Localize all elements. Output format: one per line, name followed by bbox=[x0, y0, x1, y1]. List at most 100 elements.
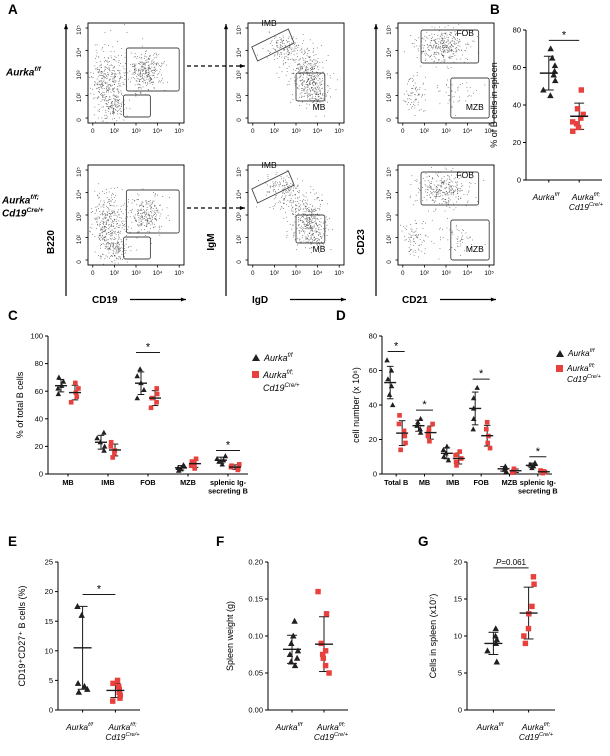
svg-text:10³: 10³ bbox=[76, 70, 83, 79]
svg-text:10⁴: 10⁴ bbox=[463, 128, 473, 135]
svg-text:60: 60 bbox=[513, 63, 521, 72]
svg-text:FOB: FOB bbox=[456, 170, 474, 180]
svg-text:10⁵: 10⁵ bbox=[174, 270, 184, 277]
svg-text:80: 80 bbox=[369, 332, 377, 341]
panel-d-legend: Aurkaf/f Aurkaf/f; Cd19Cre/+ bbox=[556, 348, 601, 389]
svg-text:60: 60 bbox=[35, 387, 43, 396]
svg-text:IgM: IgM bbox=[206, 233, 217, 250]
svg-text:IMB: IMB bbox=[101, 478, 114, 487]
svg-text:5: 5 bbox=[458, 669, 462, 678]
scatter-b-cells-in-spleen: 0 20 40 60 80 % of B cells in spleen * bbox=[489, 26, 602, 185]
svg-text:10⁴: 10⁴ bbox=[463, 270, 473, 277]
svg-text:secreting B: secreting B bbox=[208, 487, 248, 496]
svg-text:0: 0 bbox=[76, 260, 83, 264]
svg-text:25: 25 bbox=[45, 558, 53, 567]
svg-text:10⁵: 10⁵ bbox=[334, 128, 344, 135]
svg-text:0.15: 0.15 bbox=[248, 595, 263, 604]
svg-text:20: 20 bbox=[35, 442, 43, 451]
svg-text:60: 60 bbox=[369, 366, 377, 375]
svg-text:10²: 10² bbox=[270, 270, 279, 277]
svg-text:20: 20 bbox=[513, 138, 521, 147]
svg-text:IMB: IMB bbox=[262, 18, 277, 28]
svg-text:P=0.061: P=0.061 bbox=[496, 558, 527, 567]
svg-text:*: * bbox=[146, 342, 151, 354]
svg-text:0: 0 bbox=[49, 706, 53, 715]
svg-text:*: * bbox=[536, 446, 541, 458]
svg-text:80: 80 bbox=[35, 359, 43, 368]
svg-text:15: 15 bbox=[45, 617, 53, 626]
svg-text:0: 0 bbox=[386, 260, 393, 264]
svg-text:10²: 10² bbox=[236, 93, 243, 102]
svg-text:*: * bbox=[422, 399, 427, 411]
svg-text:*: * bbox=[97, 584, 102, 596]
flow-plot-b220-cd19-control: 0 0 10² 10² 10³ 10³ 10⁴ 10⁴ 10⁵ 10⁵ bbox=[76, 22, 185, 135]
svg-text:0: 0 bbox=[236, 118, 243, 122]
svg-text:MZB: MZB bbox=[466, 244, 484, 254]
svg-text:0: 0 bbox=[76, 118, 83, 122]
svg-text:10⁴: 10⁴ bbox=[76, 189, 83, 199]
svg-text:10³: 10³ bbox=[291, 270, 300, 277]
panel-e-group-labels: Aurkaf/f Aurkaf/f; Cd19Cre/+ bbox=[66, 722, 140, 743]
svg-text:10²: 10² bbox=[270, 128, 279, 135]
panel-a-row2-genotype-label: Aurkaf/f; Cd19Cre/+ bbox=[2, 194, 44, 220]
svg-text:0: 0 bbox=[236, 260, 243, 264]
svg-text:FOB: FOB bbox=[456, 28, 474, 38]
svg-text:IgD: IgD bbox=[252, 295, 268, 306]
legend-square-icon bbox=[556, 365, 563, 373]
svg-text:IMB: IMB bbox=[446, 478, 459, 487]
flow-plot-cd23-cd21-control: FOB MZB 0 0 10² 10² 10³ 10³ 10⁴ 10⁴ 10⁵ 10⁵ bbox=[386, 22, 495, 135]
svg-text:10³: 10³ bbox=[386, 70, 393, 79]
svg-text:B220: B220 bbox=[46, 230, 57, 254]
svg-text:MZB: MZB bbox=[502, 478, 518, 487]
svg-text:10²: 10² bbox=[76, 235, 83, 244]
scatter-spleen-weight: 0.00 0.05 0.10 0.15 0.20 Spleen weight (g) bbox=[225, 558, 348, 715]
svg-text:10²: 10² bbox=[76, 93, 83, 102]
legend-square-icon bbox=[252, 371, 259, 379]
svg-text:IMB: IMB bbox=[262, 160, 277, 170]
svg-text:10³: 10³ bbox=[236, 70, 243, 79]
svg-text:15: 15 bbox=[454, 595, 462, 604]
svg-text:MB: MB bbox=[419, 478, 430, 487]
svg-text:10³: 10³ bbox=[291, 128, 300, 135]
svg-text:10²: 10² bbox=[110, 270, 119, 277]
svg-text:MZB: MZB bbox=[180, 478, 196, 487]
svg-text:*: * bbox=[226, 440, 231, 452]
svg-text:10⁴: 10⁴ bbox=[386, 189, 393, 199]
scatter-cd19-cd27-b-cells: 0 5 10 15 20 25 CD19⁺CD27⁺ B cells (%) * bbox=[17, 558, 140, 715]
svg-text:10³: 10³ bbox=[131, 270, 140, 277]
panel-a-letter: A bbox=[8, 2, 18, 17]
svg-text:0: 0 bbox=[91, 128, 95, 135]
flow-plot-cd23-cd21-cko: FOB MZB 0 0 10² 10² 10³ 10³ 10⁴ 10⁴ 10⁵ 10⁵ bbox=[386, 164, 495, 277]
svg-text:10⁵: 10⁵ bbox=[484, 128, 494, 135]
svg-text:80: 80 bbox=[513, 26, 521, 35]
svg-text:0: 0 bbox=[39, 470, 43, 479]
svg-text:FOB: FOB bbox=[140, 478, 155, 487]
svg-text:CD19: CD19 bbox=[92, 295, 118, 306]
svg-text:MZB: MZB bbox=[466, 102, 484, 112]
svg-text:% of B cells in spleen: % of B cells in spleen bbox=[489, 62, 499, 148]
panel-b-group-labels: Aurkaf/f Aurkaf/f; Cd19Cre/+ bbox=[532, 192, 604, 213]
svg-text:10⁵: 10⁵ bbox=[236, 25, 243, 35]
panel-e-letter: E bbox=[8, 534, 18, 549]
svg-text:10³: 10³ bbox=[131, 128, 140, 135]
panel-b-letter: B bbox=[490, 2, 500, 17]
svg-text:10⁵: 10⁵ bbox=[76, 25, 83, 35]
panel-a-axes-arrows: B220 IgM CD23 CD19 IgD CD21 bbox=[46, 24, 496, 306]
svg-text:0: 0 bbox=[386, 118, 393, 122]
svg-text:10²: 10² bbox=[386, 235, 393, 244]
svg-text:40: 40 bbox=[513, 101, 521, 110]
svg-text:10⁵: 10⁵ bbox=[236, 167, 243, 177]
svg-text:10³: 10³ bbox=[441, 128, 450, 135]
svg-text:10: 10 bbox=[454, 632, 462, 641]
legend-label-cko: Aurkaf/f; Cd19Cre/+ bbox=[567, 363, 601, 384]
svg-text:secreting B: secreting B bbox=[518, 487, 558, 496]
panel-d-letter: D bbox=[336, 308, 346, 323]
svg-text:0.20: 0.20 bbox=[248, 558, 263, 567]
scatter-cell-number: 0 20 40 60 80 cell number (x 10⁶) Total B MB IMB… bbox=[351, 332, 558, 496]
svg-text:20: 20 bbox=[369, 435, 377, 444]
svg-text:CD21: CD21 bbox=[402, 295, 428, 306]
svg-text:5: 5 bbox=[49, 676, 53, 685]
svg-text:0: 0 bbox=[401, 128, 405, 135]
svg-text:CD23: CD23 bbox=[356, 229, 367, 255]
